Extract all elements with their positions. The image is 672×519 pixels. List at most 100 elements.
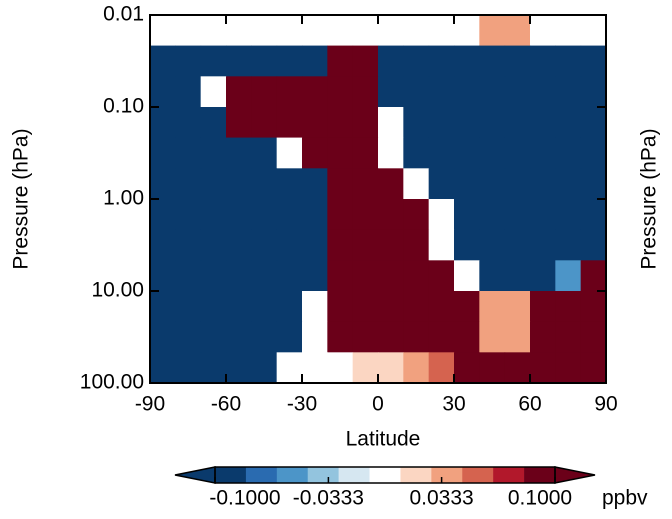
heatmap-cell [403,321,430,353]
heatmap-cell [479,168,506,200]
y-tick-label: 100.00 [80,371,144,394]
heatmap-cell [530,229,556,261]
y-axis-label: Pressure (hPa) [10,128,33,269]
heatmap-cell [454,199,480,231]
heatmap-cell [251,107,278,139]
heatmap-cell [378,321,404,353]
y-tick-label: 0.10 [103,95,144,118]
heatmap-cell [226,352,252,384]
heatmap-cell [428,15,455,47]
heatmap-cell [555,291,582,323]
heatmap-cell [378,229,404,261]
heatmap-cell [454,15,480,47]
colorbar-box [431,467,463,483]
heatmap-cell [175,45,202,77]
heatmap-cell [200,76,227,108]
heatmap-cell [226,107,252,139]
heatmap-cell [251,168,278,200]
heatmap-cell [352,260,379,292]
heatmap-cell [352,15,379,47]
heatmap-cell [504,291,531,323]
heatmap-cell [403,137,430,169]
heatmap-cell [580,291,607,323]
heatmap-cell [428,199,455,231]
x-tick-label: 60 [518,393,541,416]
heatmap-cell [580,229,607,261]
heatmap-cell [175,168,202,200]
heatmap-cell [276,45,303,77]
x-tick-label: 0 [372,393,384,416]
heatmap-cell [251,260,278,292]
heatmap-cell [150,229,176,261]
heatmap-cell [479,45,506,77]
heatmap-cell [226,321,252,353]
heatmap-cell [352,291,379,323]
heatmap-cell [454,45,480,77]
heatmap-cell [428,137,455,169]
y-axis-label-right: Pressure (hPa) [638,128,661,269]
heatmap-cell [327,291,354,323]
colorbar-high-arrow [554,466,596,484]
heatmap-cell [580,199,607,231]
heatmap-cell [327,352,354,384]
colorbar-box [462,467,494,483]
x-tick-label: 30 [442,393,465,416]
heatmap-cell [580,352,607,384]
heatmap-cell [327,260,354,292]
heatmap-cell [352,229,379,261]
y-tick-label: 0.01 [103,3,144,26]
heatmap-cell [327,107,354,139]
y-tick-label: 1.00 [103,187,144,210]
heatmap-cell [302,229,328,261]
heatmap-cell [403,352,430,384]
heatmap-cell [175,352,202,384]
heatmap-cell [479,199,506,231]
colorbar-box [493,467,525,483]
heatmap-cell [454,168,480,200]
heatmap-cell [352,168,379,200]
heatmap-cell [530,352,556,384]
heatmap-cell [327,199,354,231]
heatmap-cell [580,137,607,169]
heatmap-cell [276,15,303,47]
heatmap-cell [327,45,354,77]
heatmap-cell [200,15,227,47]
heatmap-cell [555,321,582,353]
heatmap-cell [150,291,176,323]
heatmap-cell [530,199,556,231]
heatmap-cell [226,76,252,108]
heatmap-cell [327,15,354,47]
heatmap-cell [251,352,278,384]
heatmap-cell [352,107,379,139]
heatmap-cell [479,260,506,292]
heatmap-cell [555,168,582,200]
heatmap-cell [504,352,531,384]
heatmap-cell [352,321,379,353]
heatmap-cell [454,321,480,353]
heatmap-cell [530,291,556,323]
heatmap-cell [352,137,379,169]
heatmap-cell [302,291,328,323]
heatmap-cell [454,76,480,108]
heatmap-cell [403,199,430,231]
heatmap-cell [302,45,328,77]
x-tick-label: -30 [287,393,317,416]
heatmap-cell [175,291,202,323]
colorbar-frame [214,466,556,484]
heatmap-cell [378,15,404,47]
colorbar-tick-label: -0.0333 [293,487,364,510]
heatmap-cell [276,321,303,353]
heatmap-cell [200,199,227,231]
heatmap-cell [200,291,227,323]
heatmap-cell [175,321,202,353]
heatmap-cell [555,352,582,384]
colorbar-box [338,467,370,483]
heatmap-cell [276,260,303,292]
heatmap-cell [302,107,328,139]
heatmap-cell [302,137,328,169]
heatmap-cell [327,76,354,108]
heatmap-cell [403,107,430,139]
x-axis-label: Latitude [346,428,421,451]
colorbar-tick-label: 0.1000 [508,487,572,510]
